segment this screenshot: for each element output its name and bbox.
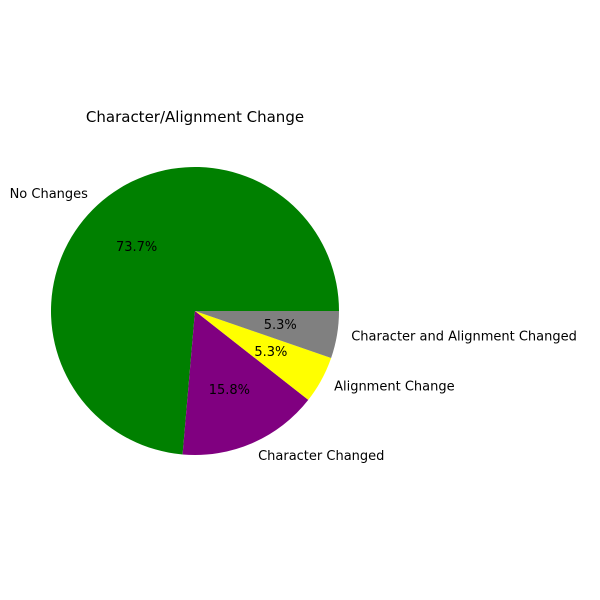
- pie-slices: [51, 167, 340, 456]
- slice-character-changed: [182, 311, 309, 456]
- slice-percent-labels: 73.7% 15.8% 5.3% 5.3%: [116, 240, 297, 398]
- slice-alignment-change: [195, 311, 332, 400]
- slice-percent-alignment-change: 5.3%: [254, 345, 287, 360]
- slice-label-character-and-alignment-changed: Character and Alignment Changed: [351, 330, 577, 345]
- slice-percent-character-changed: 15.8%: [209, 383, 250, 398]
- slice-labels: No Changes Character Changed Alignment Cha…: [10, 187, 577, 464]
- slice-label-no-changes: No Changes: [10, 187, 89, 202]
- slice-no-changes: [51, 167, 340, 455]
- slice-character-and-alignment-changed: [195, 311, 339, 359]
- slice-percent-no-changes: 73.7%: [116, 240, 157, 255]
- slice-percent-character-and-alignment-changed: 5.3%: [264, 318, 297, 333]
- chart-title: Character/Alignment Change: [86, 108, 304, 126]
- slice-label-alignment-change: Alignment Change: [334, 379, 455, 394]
- slice-label-character-changed: Character Changed: [258, 449, 384, 464]
